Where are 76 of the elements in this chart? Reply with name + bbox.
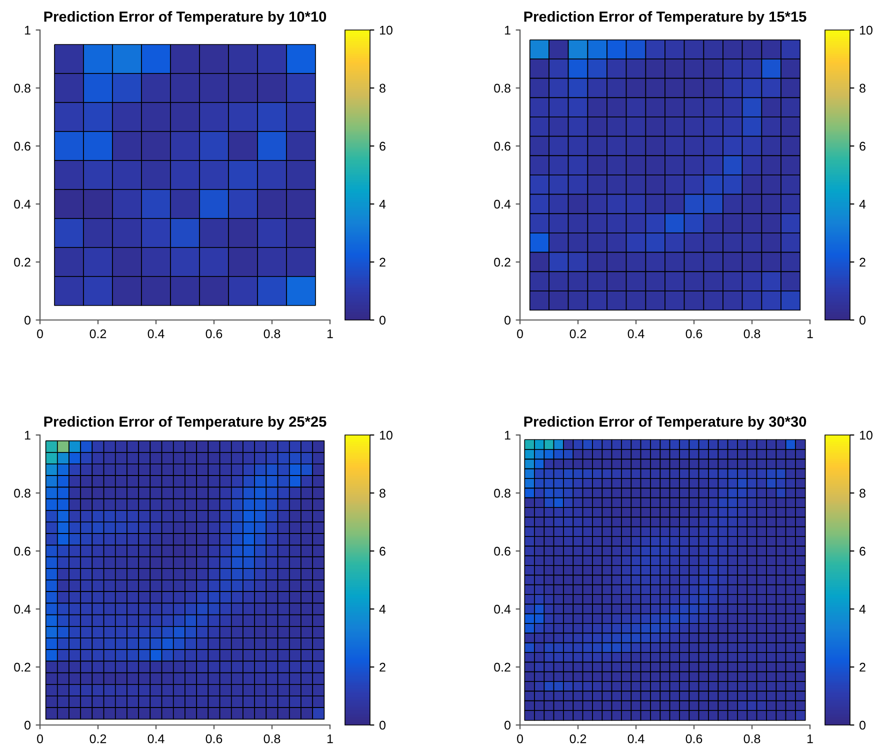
x-tick-label: 1 (807, 329, 813, 338)
y-tick-label: 0.4 (14, 604, 31, 614)
color-bar-label: 8 (380, 488, 386, 498)
y-tick-label: 0.6 (494, 142, 510, 151)
y-tick-label: 0 (24, 316, 30, 325)
y-tick-label: 0.4 (494, 604, 511, 614)
y-tick-label: 0 (24, 720, 30, 730)
chart-title: Prediction Error of Temperature by 25*25 (44, 416, 326, 430)
chart-title: Prediction Error of Temperature by 30*30 (524, 416, 806, 430)
color-bar-label: 2 (860, 258, 866, 267)
x-tick-label: 0.4 (148, 734, 164, 744)
y-tick-label: 0.6 (494, 546, 510, 556)
color-bar-label: 0 (380, 316, 386, 325)
y-tick-label: 0.2 (494, 662, 510, 672)
color-bar-label: 6 (380, 546, 386, 556)
y-tick-label: 0.4 (14, 200, 31, 209)
y-tick-label: 0.2 (14, 662, 30, 672)
color-bar-label: 0 (380, 720, 386, 730)
x-tick-label: 0.6 (206, 734, 222, 744)
color-bar-label: 4 (379, 200, 386, 209)
y-tick-label: 0 (504, 316, 510, 325)
color-bar-label: 10 (380, 430, 392, 440)
x-tick-label: 0.8 (264, 329, 280, 338)
color-bar-label: 10 (860, 430, 872, 440)
color-bar-label: 6 (860, 546, 866, 556)
y-tick-label: 1 (24, 430, 30, 440)
color-bar-label: 4 (379, 604, 386, 614)
x-tick-label: 0 (517, 734, 523, 744)
color-bar-label: 8 (380, 84, 386, 93)
x-tick-label: 0.6 (206, 329, 222, 338)
y-tick-label: 0.8 (494, 84, 510, 93)
color-bar-label: 10 (860, 26, 872, 35)
color-bar-label: 6 (380, 142, 386, 151)
y-tick-label: 0.8 (14, 84, 30, 93)
color-bar-label: 2 (380, 662, 386, 672)
color-bar-label: 4 (859, 604, 866, 614)
x-tick-label: 0.8 (264, 734, 280, 744)
color-bar-label: 10 (380, 26, 392, 35)
y-tick-label: 0 (504, 720, 510, 730)
y-tick-label: 1 (24, 26, 30, 35)
x-tick-label: 0 (517, 329, 523, 338)
x-tick-label: 0.4 (628, 329, 644, 338)
x-tick-label: 0.4 (148, 329, 164, 338)
y-tick-label: 1 (504, 430, 510, 440)
y-tick-label: 0.6 (14, 142, 30, 151)
x-tick-label: 0.8 (744, 329, 760, 338)
color-bar-label: 2 (380, 258, 386, 267)
color-bar-label: 8 (860, 84, 866, 93)
y-tick-label: 0.8 (494, 488, 510, 498)
y-tick-label: 0.2 (494, 258, 510, 267)
color-bar-label: 8 (860, 488, 866, 498)
y-tick-label: 0.4 (494, 200, 511, 209)
color-bar-label: 4 (859, 200, 866, 209)
x-tick-label: 1 (807, 734, 813, 744)
color-bar-label: 0 (860, 720, 866, 730)
x-tick-label: 0.6 (686, 329, 702, 338)
color-bar-label: 2 (860, 662, 866, 672)
y-tick-label: 0.6 (14, 546, 30, 556)
color-bar-label: 0 (860, 316, 866, 325)
chart-title: Prediction Error of Temperature by 15*15 (524, 11, 806, 25)
x-tick-label: 0 (37, 734, 43, 744)
y-tick-label: 1 (504, 26, 510, 35)
x-tick-label: 1 (327, 329, 333, 338)
y-tick-label: 0.2 (14, 258, 30, 267)
x-tick-label: 0.4 (628, 734, 644, 744)
x-tick-label: 0.2 (570, 734, 586, 744)
x-tick-label: 0.6 (686, 734, 702, 744)
x-tick-label: 0.2 (570, 329, 586, 338)
x-tick-label: 0.2 (90, 734, 106, 744)
color-bar-label: 6 (860, 142, 866, 151)
x-tick-label: 0 (37, 329, 43, 338)
x-tick-label: 0.2 (90, 329, 106, 338)
chart-title: Prediction Error of Temperature by 10*10 (44, 11, 326, 25)
x-tick-label: 0.8 (744, 734, 760, 744)
y-tick-label: 0.8 (14, 488, 30, 498)
x-tick-label: 1 (327, 734, 333, 744)
